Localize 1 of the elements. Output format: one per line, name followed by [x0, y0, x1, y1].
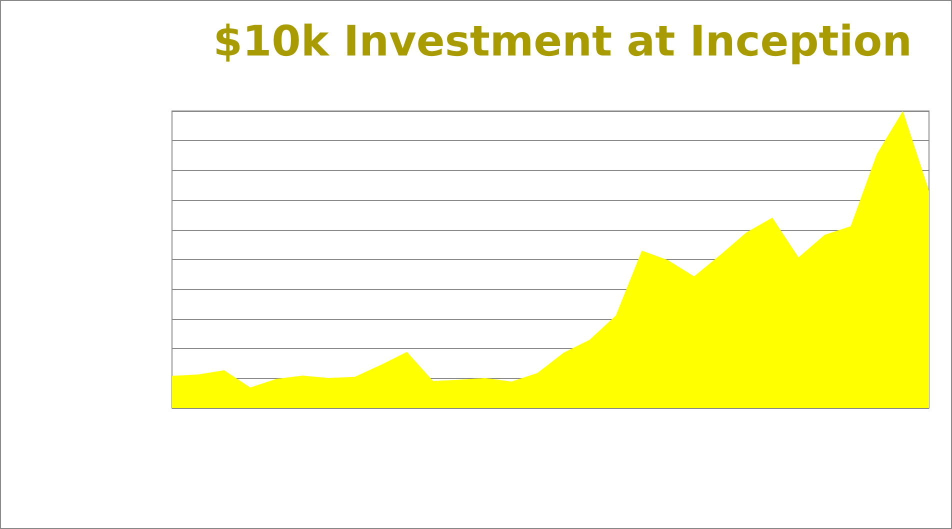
chart-title: $10k Investment at Inception — [213, 16, 912, 66]
